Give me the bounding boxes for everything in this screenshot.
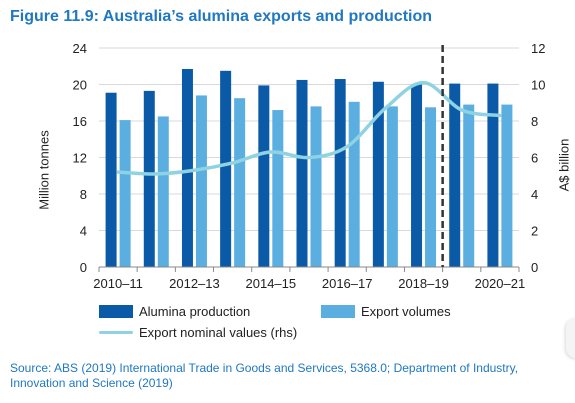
y-tick-label-right: 0	[531, 260, 538, 275]
x-tick-label: 2018–19	[398, 276, 449, 291]
legend-swatch-values	[99, 331, 133, 334]
bar-export-volumes	[157, 116, 169, 267]
x-tick-label: 2014–15	[246, 276, 297, 291]
x-tick-label: 2016–17	[322, 276, 373, 291]
bar-alumina-production	[487, 83, 499, 268]
bar-export-volumes	[386, 106, 398, 268]
value-line	[116, 80, 502, 176]
bar-export-volumes	[272, 110, 284, 267]
y-tick-label-right: 8	[531, 114, 538, 129]
y-tick-label-right: 10	[531, 78, 545, 93]
bar-export-volumes	[501, 104, 513, 267]
bar-alumina-production	[143, 90, 155, 267]
bar-alumina-production	[334, 79, 346, 268]
y-tick-label-left: 24	[73, 41, 87, 56]
legend-item-production: Alumina production	[99, 304, 250, 319]
x-tick-label: 2012–13	[169, 276, 220, 291]
legend-swatch-exports	[321, 305, 355, 318]
legend-label-exports: Export volumes	[361, 304, 451, 319]
y-tick-label-right: 12	[531, 41, 545, 56]
bar-export-volumes	[463, 104, 475, 267]
y-tick-label-right: 4	[531, 187, 538, 202]
bar-export-volumes	[348, 101, 360, 268]
x-tick-label: 2020–21	[475, 276, 526, 291]
x-tick-label: 2010–11	[93, 276, 143, 291]
bar-export-volumes	[425, 107, 437, 267]
y-tick-label-left: 20	[73, 78, 87, 93]
bar-alumina-production	[258, 85, 270, 267]
y-tick-label-left: 4	[80, 224, 87, 239]
y-tick-label-left: 12	[73, 151, 87, 166]
bar-export-volumes	[310, 106, 322, 268]
bar-alumina-production	[449, 83, 461, 268]
bar-alumina-production	[296, 79, 308, 267]
page-edge-tab	[566, 318, 575, 358]
source-note: Source: ABS (2019) International Trade i…	[10, 361, 519, 390]
legend-swatch-production	[99, 305, 133, 318]
bar-alumina-production	[220, 70, 232, 267]
bars	[105, 68, 513, 268]
y-tick-label-left: 0	[80, 260, 87, 275]
y-tick-label-left: 16	[73, 114, 87, 129]
legend-label-production: Alumina production	[139, 304, 251, 319]
bar-alumina-production	[181, 68, 193, 267]
legend-item-values: Export nominal values (rhs)	[99, 325, 297, 340]
legend-item-exports: Export volumes	[321, 304, 451, 319]
bar-alumina-production	[411, 84, 423, 267]
bar-export-volumes	[234, 98, 246, 267]
legend-label-values: Export nominal values (rhs)	[139, 325, 298, 340]
y-tick-label-left: 8	[80, 187, 87, 202]
y-tick-label-right: 6	[531, 151, 538, 166]
bar-export-volumes	[119, 120, 131, 268]
chart-title: Figure 11.9: Australia’s alumina exports…	[10, 8, 433, 25]
y-tick-label-right: 2	[531, 224, 538, 239]
bar-alumina-production	[105, 92, 117, 268]
bar-export-volumes	[195, 95, 207, 267]
bar-alumina-production	[372, 81, 384, 267]
